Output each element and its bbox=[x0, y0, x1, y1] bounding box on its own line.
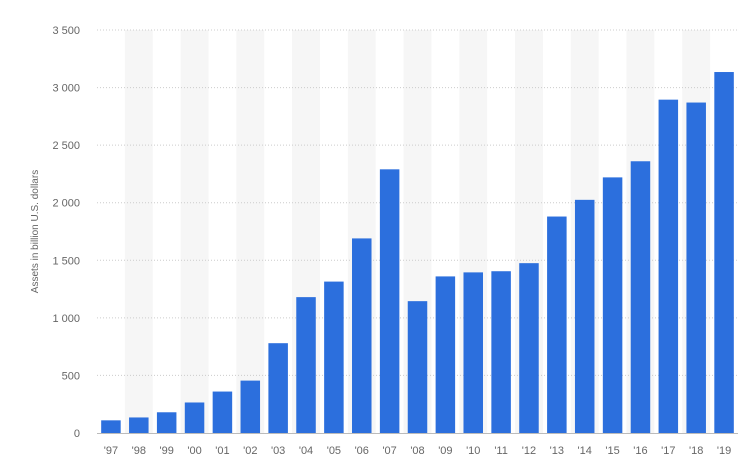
bar bbox=[352, 238, 372, 433]
x-tick-label: '06 bbox=[355, 445, 369, 457]
bar bbox=[324, 281, 344, 433]
bar bbox=[240, 380, 261, 433]
bar bbox=[212, 391, 233, 433]
x-tick-label: '17 bbox=[661, 445, 675, 457]
x-tick-label: '18 bbox=[689, 445, 703, 457]
bar bbox=[491, 271, 511, 433]
x-tick-label: '01 bbox=[215, 445, 229, 457]
x-tick-label: '99 bbox=[160, 445, 174, 457]
bar bbox=[435, 276, 456, 433]
x-tick-label: '14 bbox=[578, 445, 592, 457]
bar bbox=[686, 102, 706, 433]
x-tick-label: '09 bbox=[438, 445, 452, 457]
x-tick-label: '05 bbox=[327, 445, 341, 457]
x-tick-label: '11 bbox=[494, 445, 508, 457]
background-band bbox=[236, 30, 265, 433]
x-tick-label: '19 bbox=[717, 445, 731, 457]
y-tick-label: 2 500 bbox=[52, 140, 80, 152]
bar bbox=[379, 169, 400, 433]
bar bbox=[101, 420, 121, 433]
background-band bbox=[124, 30, 153, 433]
x-tick-label: '97 bbox=[104, 445, 118, 457]
x-tick-label: '10 bbox=[466, 445, 480, 457]
background-band bbox=[180, 30, 209, 433]
x-tick-label: '12 bbox=[522, 445, 536, 457]
x-tick-label: '02 bbox=[243, 445, 257, 457]
x-tick-label: '04 bbox=[299, 445, 313, 457]
bars bbox=[101, 72, 734, 433]
y-tick-label: 0 bbox=[74, 428, 80, 440]
bar bbox=[129, 417, 149, 433]
x-tick-label: '15 bbox=[605, 445, 619, 457]
y-tick-label: 3 500 bbox=[52, 25, 80, 37]
x-tick-label: '98 bbox=[132, 445, 146, 457]
bar bbox=[714, 72, 734, 433]
y-axis-ticks: 0 500 1 000 1 500 2 000 2 500 3 000 3 500 bbox=[52, 25, 80, 440]
x-tick-label: '03 bbox=[271, 445, 285, 457]
bar bbox=[463, 272, 483, 433]
bar bbox=[296, 297, 316, 433]
x-tick-label: '08 bbox=[410, 445, 424, 457]
bar bbox=[184, 402, 205, 433]
x-tick-label: '07 bbox=[382, 445, 396, 457]
x-tick-label: '16 bbox=[633, 445, 647, 457]
bar bbox=[407, 301, 428, 433]
bar bbox=[574, 199, 595, 433]
bar bbox=[268, 343, 288, 433]
bar bbox=[658, 99, 679, 433]
x-tick-label: '00 bbox=[187, 445, 201, 457]
x-axis-ticks: '97 '98 '99 '00 '01 '02 '03 '04 '05 '06 '07 '08 '09 '… bbox=[104, 445, 731, 457]
bar bbox=[547, 216, 567, 433]
y-axis-title: Assets in billion U.S. dollars bbox=[30, 170, 41, 293]
bar bbox=[156, 412, 177, 433]
bar bbox=[519, 263, 539, 433]
y-tick-label: 1 000 bbox=[52, 313, 80, 325]
bar bbox=[630, 161, 651, 433]
y-tick-label: 3 000 bbox=[52, 83, 80, 95]
y-tick-label: 1 500 bbox=[52, 255, 80, 267]
bar bbox=[602, 177, 623, 433]
y-tick-label: 2 000 bbox=[52, 198, 80, 210]
x-tick-label: '13 bbox=[550, 445, 564, 457]
y-tick-label: 500 bbox=[62, 370, 80, 382]
